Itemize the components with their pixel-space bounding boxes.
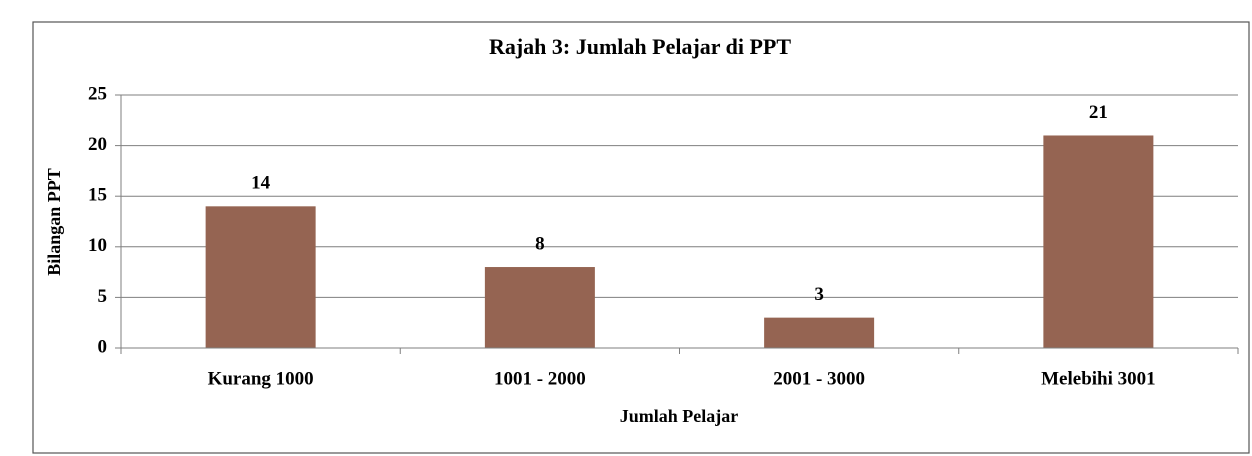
y-tick-label: 15 xyxy=(88,185,107,206)
x-tick-label: 2001 - 3000 xyxy=(773,368,865,389)
bar xyxy=(1043,135,1154,348)
y-tick-label: 5 xyxy=(98,286,108,307)
x-tick-label: Kurang 1000 xyxy=(208,368,314,389)
chart-title: Rajah 3: Jumlah Pelajar di PPT xyxy=(489,34,791,59)
data-label: 3 xyxy=(814,284,824,305)
x-tick-label: 1001 - 2000 xyxy=(494,368,586,389)
y-tick-label: 0 xyxy=(98,336,108,357)
bar xyxy=(764,317,875,348)
data-label: 14 xyxy=(251,173,271,194)
y-tick-label: 10 xyxy=(88,235,107,256)
x-tick-label: Melebihi 3001 xyxy=(1041,368,1156,389)
bar xyxy=(205,206,316,348)
x-axis-title: Jumlah Pelajar xyxy=(620,406,739,426)
y-tick-label: 25 xyxy=(88,83,107,104)
y-axis-title: Bilangan PPT xyxy=(44,168,64,276)
data-label: 8 xyxy=(535,233,545,254)
data-label: 21 xyxy=(1089,102,1108,123)
y-tick-label: 20 xyxy=(88,134,107,155)
bar xyxy=(484,267,595,348)
